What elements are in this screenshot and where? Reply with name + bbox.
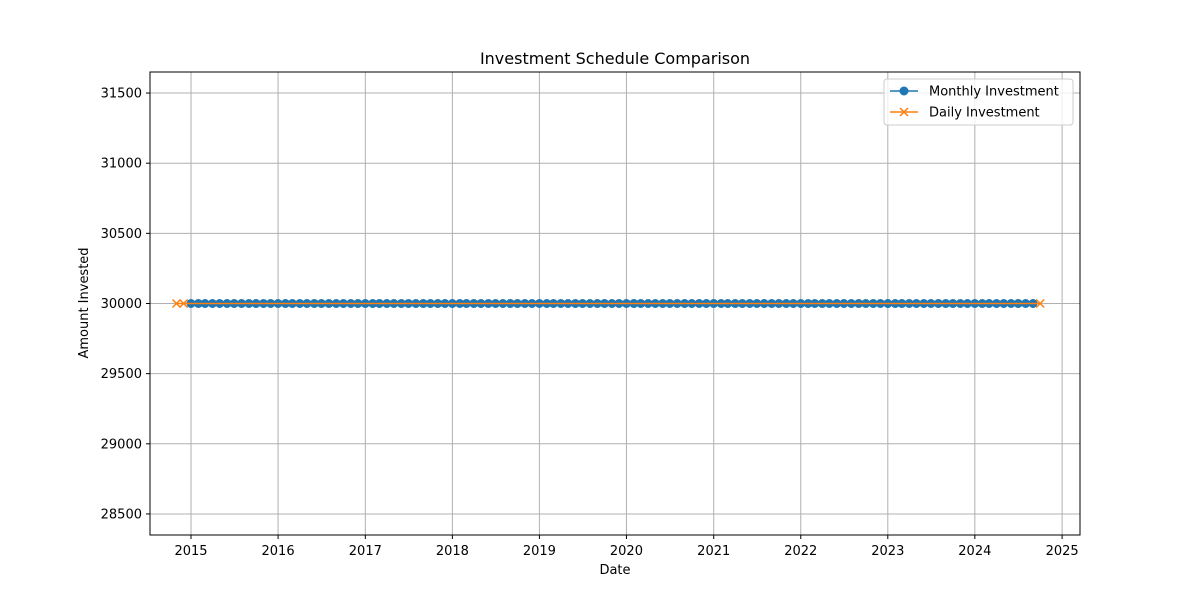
legend: Monthly Investment Daily Investment bbox=[883, 78, 1074, 126]
y-tick-label: 30000 bbox=[101, 297, 142, 312]
x-tick-label: 2016 bbox=[262, 544, 295, 559]
y-tick-label: 29500 bbox=[101, 367, 142, 382]
y-axis-label: Amount Invested bbox=[77, 247, 92, 358]
legend-box bbox=[883, 78, 1074, 126]
legend-entry: Daily Investment bbox=[890, 106, 1040, 121]
x-tick-label: 2023 bbox=[871, 544, 904, 559]
axis-ticks: 2015 2016 2017 2018 2019 2020 2021 2022 2023 2024… bbox=[101, 87, 1079, 559]
x-axis-label: Date bbox=[599, 563, 630, 578]
x-tick-label: 2024 bbox=[958, 544, 991, 559]
data-point bbox=[1035, 298, 1045, 309]
legend-entry: Monthly Investment bbox=[890, 85, 1059, 100]
legend-x-marker bbox=[899, 107, 909, 117]
x-tick-label: 2020 bbox=[610, 544, 643, 559]
y-tick-label: 28500 bbox=[101, 507, 142, 522]
legend-label: Daily Investment bbox=[929, 106, 1040, 121]
chart-title: Investment Schedule Comparison bbox=[480, 49, 750, 68]
legend-circle-marker bbox=[899, 86, 909, 96]
x-tick-label: 2015 bbox=[174, 544, 207, 559]
y-tick-label: 30500 bbox=[101, 227, 142, 242]
x-tick-label: 2022 bbox=[784, 544, 817, 559]
y-tick-label: 29000 bbox=[101, 437, 142, 452]
data-point bbox=[179, 298, 189, 309]
plot-series bbox=[171, 298, 1045, 309]
y-tick-label: 31500 bbox=[101, 87, 142, 102]
x-tick-label: 2025 bbox=[1046, 544, 1079, 559]
legend-label: Monthly Investment bbox=[929, 85, 1059, 100]
x-tick-label: 2018 bbox=[436, 544, 469, 559]
x-tick-label: 2019 bbox=[523, 544, 556, 559]
data-point bbox=[171, 298, 181, 309]
series-daily-investment bbox=[171, 298, 1045, 309]
x-tick-label: 2017 bbox=[349, 544, 382, 559]
x-tick-label: 2021 bbox=[697, 544, 730, 559]
y-tick-label: 31000 bbox=[101, 157, 142, 172]
